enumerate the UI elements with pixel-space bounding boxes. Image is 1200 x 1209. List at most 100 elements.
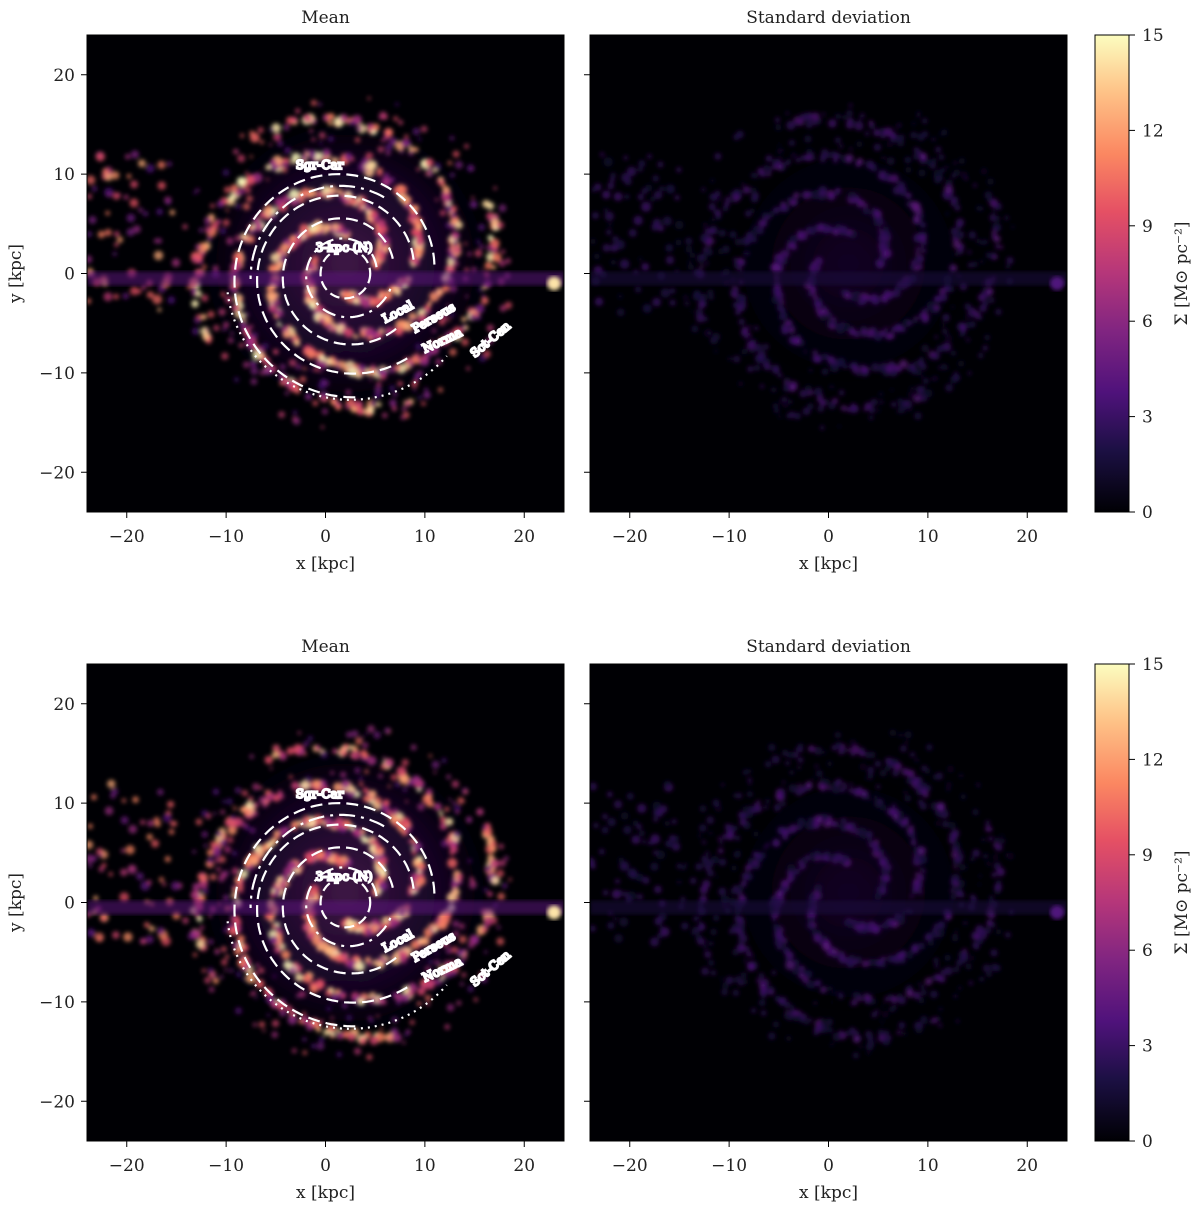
density-clump [957,360,965,367]
density-clump [222,219,230,227]
density-clump [734,915,741,923]
density-clump [140,938,147,945]
density-clump [887,293,894,300]
density-clump [288,774,293,779]
density-clump [398,184,403,189]
density-clump [475,314,482,321]
density-clump [907,391,915,398]
density-clump [847,748,852,753]
colorbar-tick-label: 12 [1142,121,1164,141]
density-clump [450,212,457,219]
density-clump [702,859,706,863]
density-clump [331,993,339,1001]
density-clump [742,251,747,256]
density-clump [915,369,922,376]
density-clump [938,975,946,983]
density-clump [699,264,704,269]
density-clump [480,296,489,305]
density-clump [305,775,312,783]
density-clump [763,164,770,171]
density-clump [312,1020,322,1029]
density-clump [781,326,790,335]
density-clump [880,1019,885,1024]
density-clump [968,231,977,239]
density-clump [707,869,715,877]
density-clump [920,152,927,160]
density-clump [812,156,817,161]
density-clump [862,207,870,215]
density-clump [807,403,814,410]
density-clump [683,295,688,300]
density-clump [332,327,338,333]
density-clump [899,953,906,960]
density-clump [241,789,249,797]
density-clump [879,400,884,405]
density-clump [616,308,625,317]
density-clump [425,309,431,315]
density-clump [447,969,452,974]
density-clump [197,873,205,881]
density-clump [742,186,751,194]
density-clump [214,949,220,955]
density-clump [990,949,998,957]
density-clump [924,389,933,398]
density-clump [740,972,747,979]
density-clump [146,879,152,886]
density-clump [389,385,396,391]
density-clump [441,195,448,202]
density-clump [714,152,722,160]
density-clump [714,239,718,243]
density-clump [982,964,991,973]
density-clump [864,131,870,136]
density-clump [763,805,769,810]
density-clump [743,959,747,963]
density-clump [166,161,173,167]
density-clump [676,167,682,173]
density-clump [945,781,952,788]
x-tick-label: −20 [109,527,145,547]
density-clump [255,979,265,989]
density-clump [747,332,751,336]
density-clump [344,152,353,161]
density-clump [212,977,219,984]
density-clump [454,220,463,230]
density-clump [986,178,994,186]
density-clump [821,150,827,156]
density-clump [872,298,880,305]
density-clump [138,207,143,213]
density-clump [942,328,948,334]
density-clump [332,782,343,793]
colorbar-tick-label: 15 [1142,26,1164,46]
density-clump [435,951,439,956]
density-clump [691,931,695,936]
density-clump [433,162,442,170]
density-clump [452,240,459,247]
arm-label: Sgr-Car [296,158,344,172]
density-clump [104,187,114,198]
density-clump [941,322,946,328]
density-clump [384,758,394,768]
density-clump [381,412,388,419]
density-clump [685,237,693,245]
density-clump [714,190,721,197]
density-clump [413,147,419,153]
density-clump [126,173,132,179]
density-clump [352,827,358,834]
density-clump [938,1023,943,1028]
density-clump [873,143,882,152]
density-clump [288,188,300,200]
density-clump [772,840,778,847]
density-clump [347,1032,357,1042]
density-clump [736,849,741,854]
density-clump [120,848,126,853]
density-clump [777,415,782,420]
density-clump [800,155,807,161]
density-clump [268,264,277,273]
density-clump [354,1047,362,1055]
density-clump [434,978,442,986]
density-clump [610,243,619,252]
density-clump [883,226,889,232]
density-clump [795,121,800,127]
density-clump [708,959,715,966]
